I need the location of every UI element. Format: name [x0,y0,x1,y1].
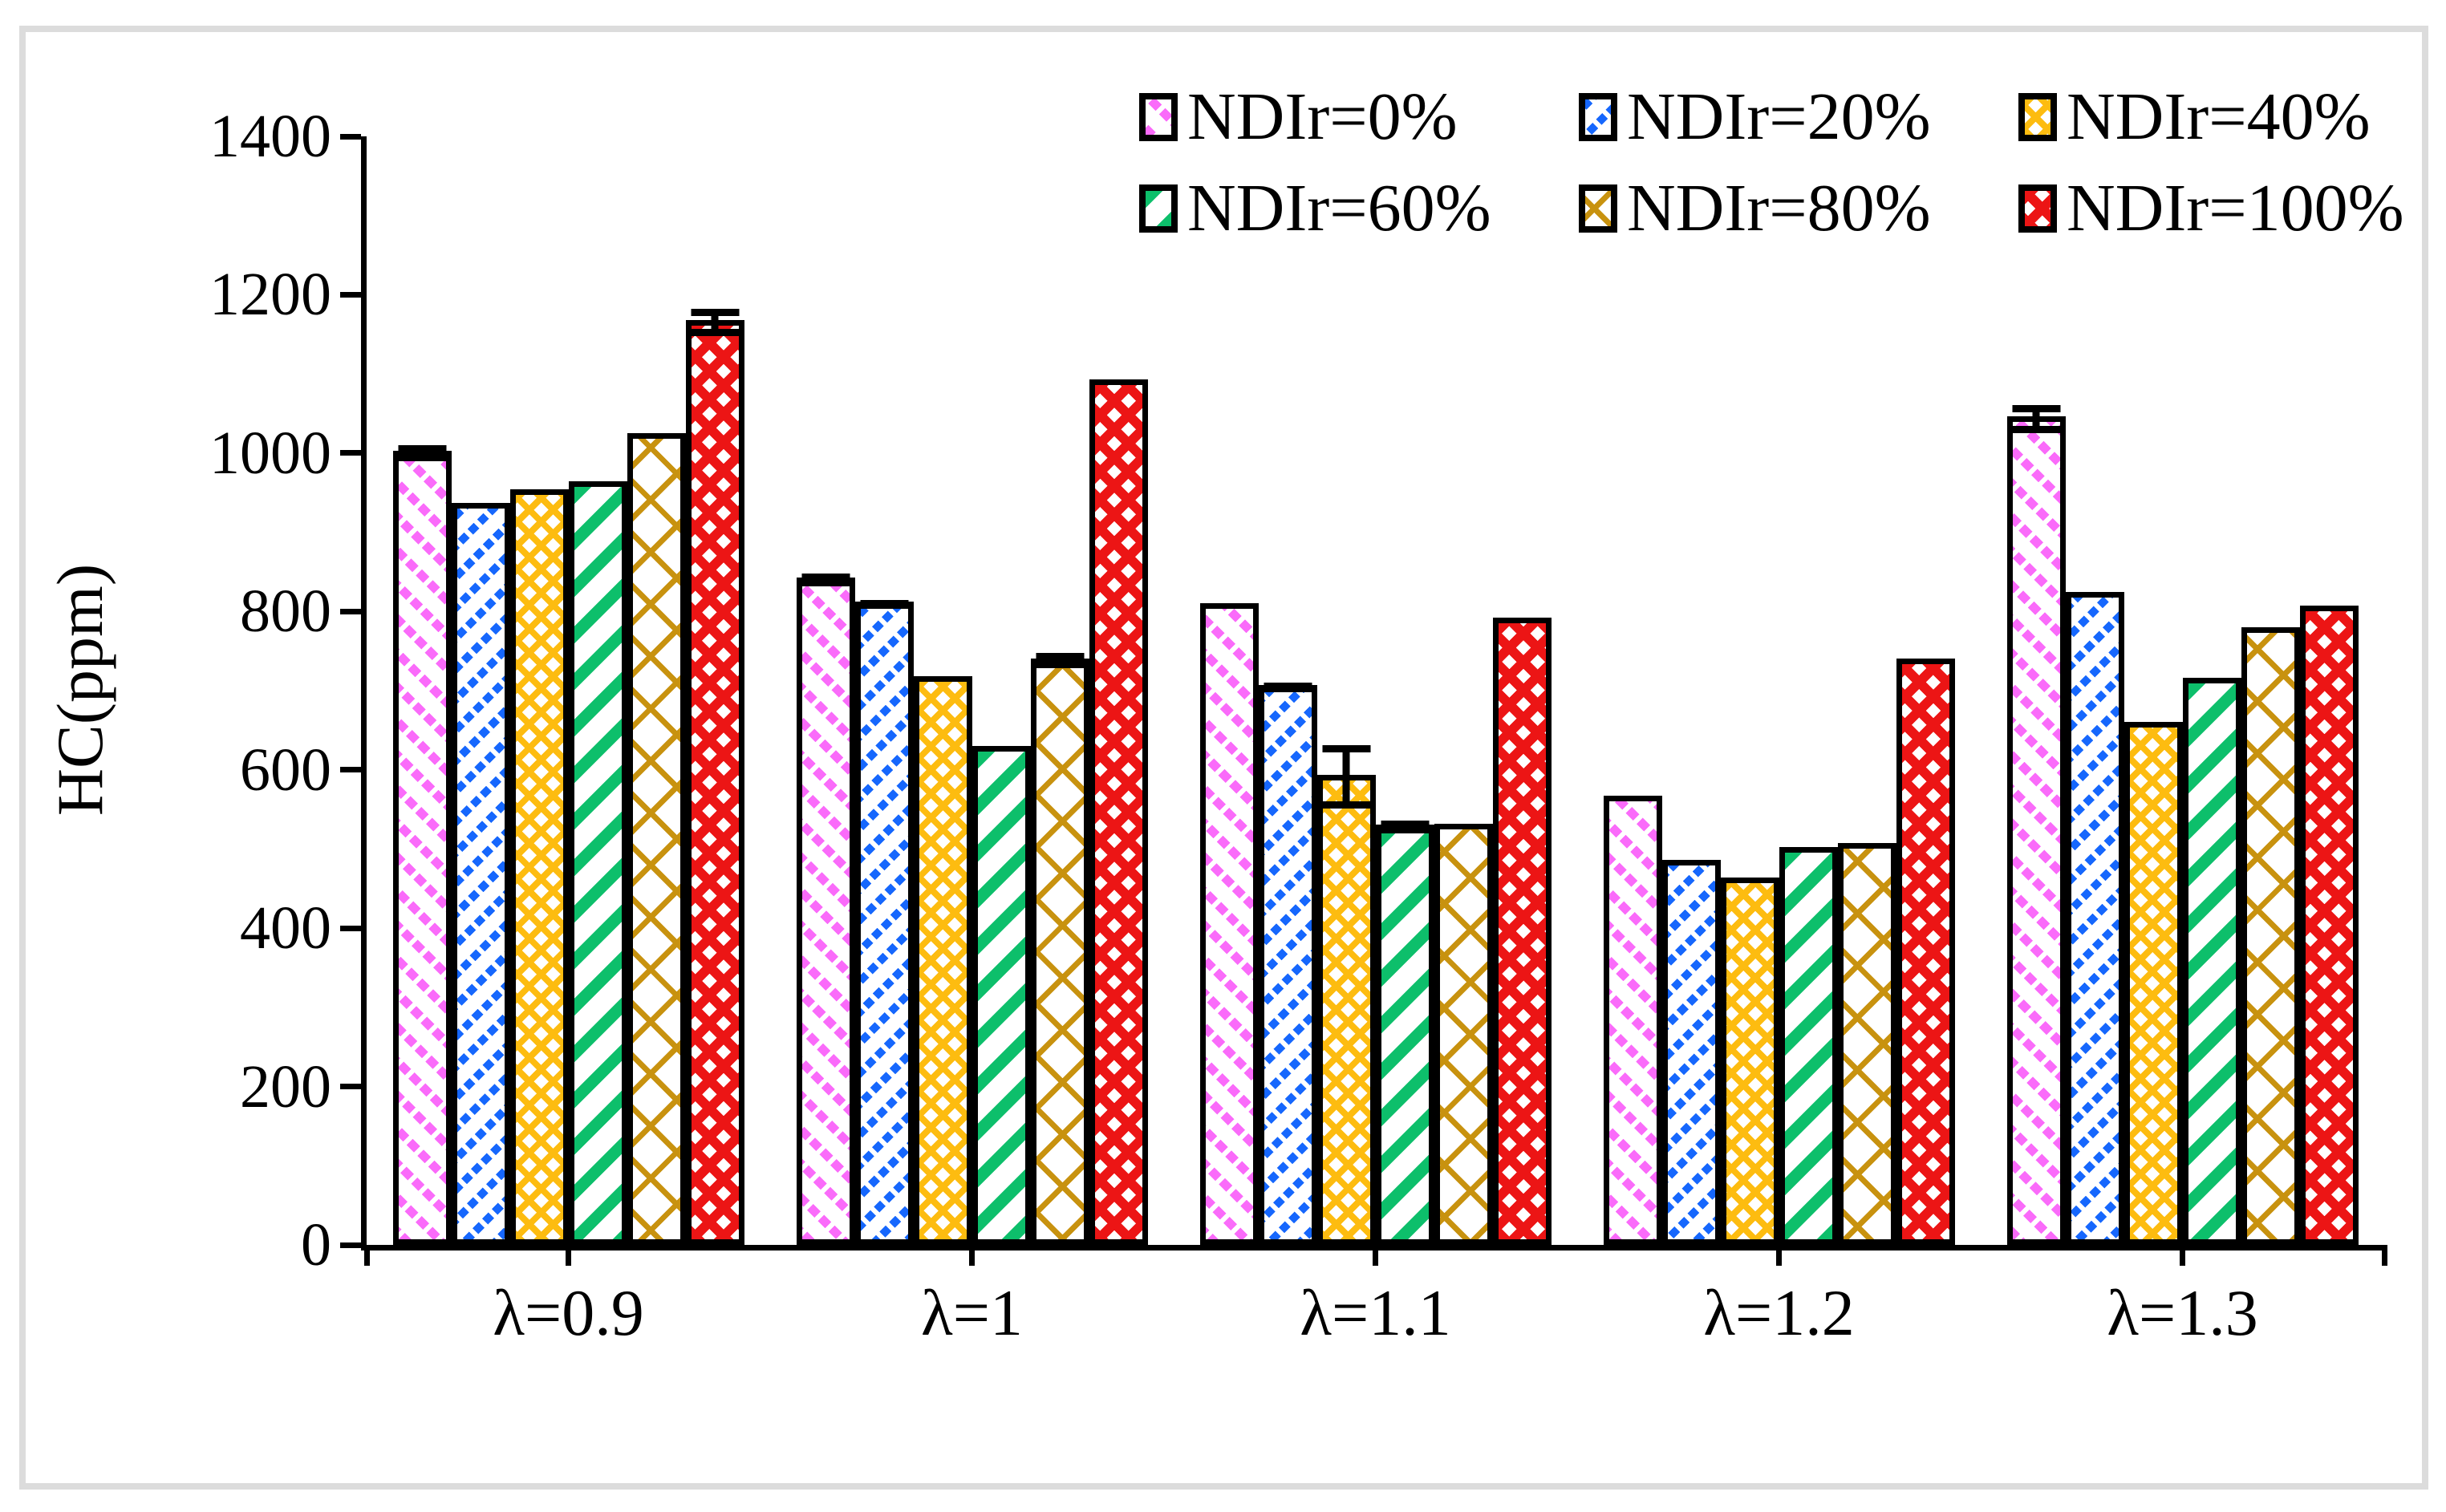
x-category-label: λ=1.1 [1300,1276,1451,1349]
bar-NDIr=20%-λ=1.3 [2065,591,2124,1245]
x-category-label: λ=1.2 [1703,1276,1855,1349]
y-axis-tick [340,291,361,298]
y-axis-tick [340,450,361,456]
x-axis-tick [969,1245,975,1266]
legend-label: NDIr=40% [2067,79,2371,154]
y-tick-label: 1200 [209,261,331,329]
legend-swatch-diamond-lattice [1579,184,1617,233]
x-axis-tick [1776,1245,1782,1266]
legend-label: NDIr=0% [1187,79,1458,154]
bar-NDIr=60%-λ=1 [972,746,1031,1245]
x-category-label: λ=0.9 [493,1276,644,1349]
x-axis-tick [1373,1245,1378,1266]
y-tick-label: 400 [240,894,331,963]
legend-label: NDIr=100% [2067,171,2404,245]
bar-NDIr=60%-λ=1.3 [2182,678,2241,1245]
y-axis-title: HC(ppm) [43,563,116,817]
figure-border [19,26,2428,1490]
y-tick-label: 800 [240,578,331,646]
y-tick-label: 200 [240,1052,331,1121]
legend-item-NDIr=0%: NDIr=0% [1139,83,1458,151]
legend-item-NDIr=20%: NDIr=20% [1579,83,1931,151]
error-bar [711,309,719,336]
y-tick-label: 0 [301,1211,331,1279]
legend-item-NDIr=60%: NDIr=60% [1139,175,1491,242]
bar-NDIr=40%-λ=1.2 [1720,877,1779,1245]
legend-item-NDIr=80%: NDIr=80% [1579,175,1931,242]
error-bar [418,445,426,461]
bar-NDIr=0%-λ=1.2 [1603,796,1662,1245]
y-axis-tick [340,767,361,773]
x-axis-tick [566,1245,571,1266]
legend-swatch-diamond-checker [2018,93,2057,141]
bar-group-λ=0.9 [367,136,770,1245]
y-tick-label: 1400 [209,103,331,170]
bar-NDIr=20%-λ=1 [854,599,914,1245]
error-bar [2032,404,2040,434]
bar-group-λ=1.1 [1174,136,1577,1245]
legend-label: NDIr=20% [1627,79,1931,154]
legend-label: NDIr=60% [1187,171,1491,245]
bar-NDIr=40%-λ=0.9 [509,489,569,1245]
y-axis-tick [340,1242,361,1248]
bar-NDIr=80%-λ=1.2 [1837,842,1896,1245]
y-tick-label: 1000 [209,419,331,487]
bar-NDIr=40%-λ=1 [913,676,972,1245]
plot-area: 0 200 400 600 800 1000 1200 1400 λ=0.9 λ=1 λ=1.1 λ=… [209,106,2387,1346]
bar-NDIr=60%-λ=1.1 [1375,820,1434,1245]
error-bar [1342,745,1350,809]
error-bar [1056,652,1064,669]
legend-item-NDIr=100%: NDIr=100% [2018,175,2404,242]
bar-NDIr=0%-λ=1.3 [2006,404,2066,1245]
error-bar [1401,820,1409,833]
legend-swatch-dashed-diagonal-down [1139,93,1178,141]
bar-NDIr=60%-λ=1.2 [1779,847,1838,1245]
bar-NDIr=40%-λ=1.1 [1316,745,1376,1245]
legend-label: NDIr=80% [1627,171,1931,245]
y-tick-label: 600 [240,736,331,804]
bar-NDIr=20%-λ=1.2 [1661,860,1721,1245]
bar-NDIr=100%-λ=1.2 [1896,658,1955,1245]
y-axis-tick [340,608,361,614]
bar-NDIr=20%-λ=1.1 [1258,683,1317,1245]
error-bar [1284,683,1292,693]
bar-NDIr=0%-λ=1 [796,573,855,1245]
legend-swatch-thick-diagonal-up [1139,184,1178,233]
bar-NDIr=60%-λ=0.9 [568,481,627,1245]
bar-NDIr=0%-λ=1.1 [1199,603,1259,1245]
bar-NDIr=80%-λ=1.1 [1434,823,1493,1245]
error-bar [821,573,830,586]
bar-NDIr=20%-λ=0.9 [451,503,510,1245]
bar-NDIr=80%-λ=0.9 [627,433,686,1245]
bar-NDIr=0%-λ=0.9 [392,445,452,1245]
bar-NDIr=100%-λ=1 [1089,379,1148,1245]
x-axis-end-tick [2381,1245,2387,1266]
bar-NDIr=100%-λ=1.1 [1492,618,1552,1245]
bar-NDIr=40%-λ=1.3 [2124,721,2183,1245]
legend-item-NDIr=40%: NDIr=40% [2018,83,2371,151]
legend-swatch-dashed-diagonal-up [1579,93,1617,141]
bar-group-λ=1 [770,136,1174,1245]
bar-group-λ=1.3 [1981,136,2384,1245]
x-axis-tick [2180,1245,2185,1266]
bar-NDIr=80%-λ=1 [1030,652,1089,1245]
bar-NDIr=80%-λ=1.3 [2241,627,2300,1245]
x-category-label: λ=1.3 [2107,1276,2258,1349]
legend-swatch-checker [2018,184,2057,233]
bar-NDIr=100%-λ=0.9 [685,309,744,1245]
x-axis-end-tick [363,1245,370,1266]
error-bar [880,599,888,610]
y-axis-tick [340,1084,361,1090]
bar-NDIr=100%-λ=1.3 [2299,606,2359,1245]
x-category-label: λ=1 [920,1276,1023,1349]
bar-group-λ=1.2 [1577,136,1981,1245]
y-axis-tick [340,133,361,140]
y-axis-tick [340,925,361,931]
